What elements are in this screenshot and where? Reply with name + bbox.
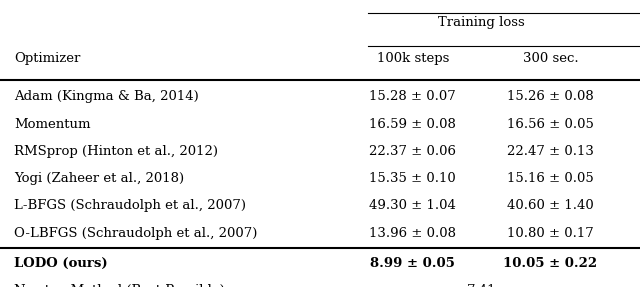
Text: 16.59 ± 0.08: 16.59 ± 0.08: [369, 118, 456, 131]
Text: Training loss: Training loss: [438, 16, 525, 29]
Text: 100k steps: 100k steps: [376, 52, 449, 65]
Text: RMSprop (Hinton et al., 2012): RMSprop (Hinton et al., 2012): [14, 145, 218, 158]
Text: 22.37 ± 0.06: 22.37 ± 0.06: [369, 145, 456, 158]
Text: Adam (Kingma & Ba, 2014): Adam (Kingma & Ba, 2014): [14, 90, 199, 103]
Text: Momentum: Momentum: [14, 118, 91, 131]
Text: 10.80 ± 0.17: 10.80 ± 0.17: [507, 227, 594, 240]
Text: 10.05 ± 0.22: 10.05 ± 0.22: [503, 257, 598, 270]
Text: Yogi (Zaheer et al., 2018): Yogi (Zaheer et al., 2018): [14, 172, 184, 185]
Text: O-LBFGS (Schraudolph et al., 2007): O-LBFGS (Schraudolph et al., 2007): [14, 227, 257, 240]
Text: 300 sec.: 300 sec.: [523, 52, 578, 65]
Text: LODO (ours): LODO (ours): [14, 257, 108, 270]
Text: 8.99 ± 0.05: 8.99 ± 0.05: [371, 257, 455, 270]
Text: 13.96 ± 0.08: 13.96 ± 0.08: [369, 227, 456, 240]
Text: 15.16 ± 0.05: 15.16 ± 0.05: [507, 172, 594, 185]
Text: Newton Method (Best Possible): Newton Method (Best Possible): [14, 284, 225, 287]
Text: 7.41: 7.41: [467, 284, 496, 287]
Text: 22.47 ± 0.13: 22.47 ± 0.13: [507, 145, 594, 158]
Text: 16.56 ± 0.05: 16.56 ± 0.05: [507, 118, 594, 131]
Text: 15.35 ± 0.10: 15.35 ± 0.10: [369, 172, 456, 185]
Text: L-BFGS (Schraudolph et al., 2007): L-BFGS (Schraudolph et al., 2007): [14, 199, 246, 212]
Text: Optimizer: Optimizer: [14, 52, 81, 65]
Text: 40.60 ± 1.40: 40.60 ± 1.40: [507, 199, 594, 212]
Text: 49.30 ± 1.04: 49.30 ± 1.04: [369, 199, 456, 212]
Text: 15.26 ± 0.08: 15.26 ± 0.08: [507, 90, 594, 103]
Text: 15.28 ± 0.07: 15.28 ± 0.07: [369, 90, 456, 103]
